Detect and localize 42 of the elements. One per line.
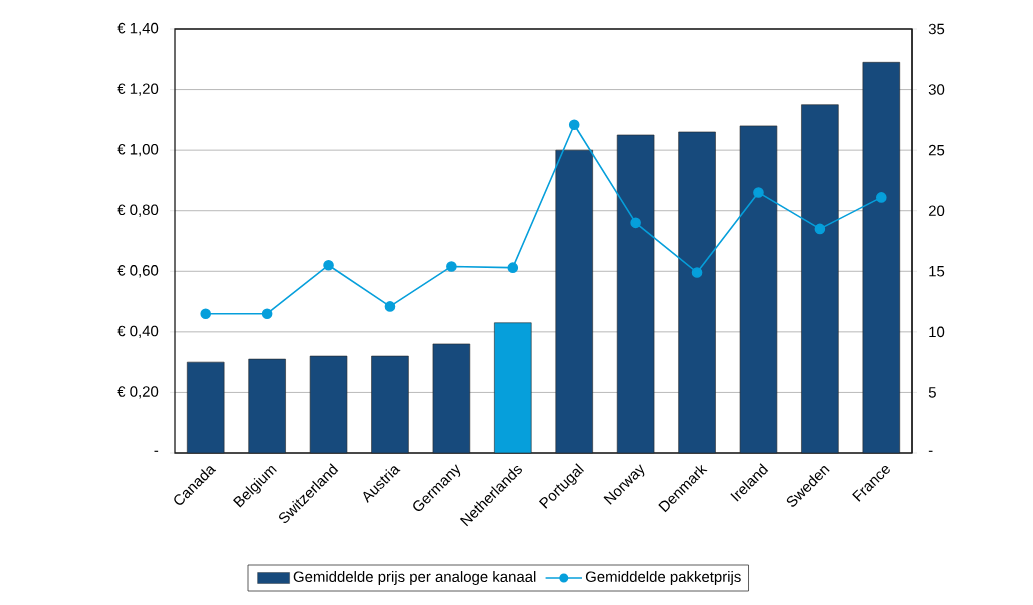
y2-tick-label: - <box>928 450 933 452</box>
point <box>814 223 826 235</box>
point <box>384 301 396 312</box>
y-tick-label: - <box>154 450 159 452</box>
bar <box>186 361 225 454</box>
bar <box>248 358 286 454</box>
y-tick-label: € 1,00 <box>117 143 159 157</box>
point <box>323 259 334 271</box>
y-tick-label: € 0,20 <box>117 386 159 399</box>
point <box>261 308 273 319</box>
y2-tick-label: 25 <box>928 144 945 156</box>
bar <box>862 62 901 454</box>
point <box>507 262 519 273</box>
point <box>568 119 580 130</box>
bar <box>494 322 532 454</box>
bar <box>616 134 655 454</box>
y2-tick-label: 30 <box>928 84 945 95</box>
point <box>630 217 641 229</box>
point <box>200 308 212 319</box>
bar <box>371 355 409 454</box>
y2-tick-label: 5 <box>928 387 936 398</box>
bar <box>739 125 778 454</box>
y2-tick-label: 35 <box>928 23 945 35</box>
y-tick-label: € 0,40 <box>117 325 159 339</box>
legend-label: Gemiddelde pakketprijs <box>585 571 741 585</box>
y-tick-label: € 1,40 <box>117 22 159 36</box>
bar <box>801 104 839 454</box>
y2-tick-label: 10 <box>929 326 945 338</box>
point <box>753 187 764 198</box>
y-tick-label: € 0,80 <box>117 204 159 217</box>
y2-tick-label: 15 <box>929 266 945 277</box>
y2-tick-label: 20 <box>928 205 945 216</box>
bar <box>555 149 593 454</box>
bar <box>309 355 348 454</box>
legend-label: Gemiddelde prijs per analoge kanaal <box>293 571 536 585</box>
point <box>691 267 703 278</box>
y-tick-label: € 0,60 <box>117 265 159 278</box>
point <box>446 261 457 272</box>
bar <box>678 131 716 454</box>
point <box>876 192 887 203</box>
bar <box>432 343 471 454</box>
y-tick-label: € 1,20 <box>117 83 159 96</box>
